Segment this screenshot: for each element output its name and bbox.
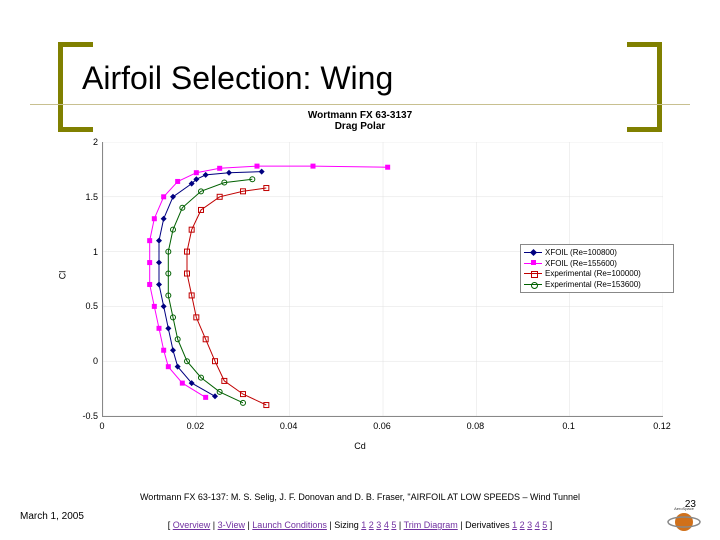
x-tick-label: 0.12 [653,421,671,431]
link-deriv-3[interactable]: 3 [527,520,532,530]
team-logo-icon: AeroSpace [666,506,702,534]
y-tick-label: 0 [72,356,98,366]
chart-title-line2: Drag Polar [335,121,386,132]
drag-polar-chart: Wortmann FX 63-3137 Drag Polar Cl Cd XFO… [40,110,680,455]
x-tick-label: 0.06 [373,421,391,431]
x-tick-label: 0.04 [280,421,298,431]
link-launch[interactable]: Launch Conditions [252,520,327,530]
y-tick-label: -0.5 [72,411,98,421]
x-tick-label: 0.08 [467,421,485,431]
legend-label: XFOIL (Re=100800) [545,248,617,258]
chart-title: Wortmann FX 63-3137 Drag Polar [40,110,680,132]
x-tick-label: 0.02 [187,421,205,431]
label-sizing: Sizing [334,520,359,530]
citation-text: Wortmann FX 63-137: M. S. Selig, J. F. D… [140,492,580,502]
link-sizing-4[interactable]: 4 [384,520,389,530]
y-tick-label: 1.5 [72,192,98,202]
legend-label: Experimental (Re=100000) [545,269,641,279]
y-tick-label: 0.5 [72,301,98,311]
link-sizing-1[interactable]: 1 [361,520,366,530]
x-tick-label: 0.1 [562,421,575,431]
slide-title: Airfoil Selection: Wing [82,60,393,97]
svg-text:AeroSpace: AeroSpace [674,506,695,511]
x-axis-label: Cd [354,441,366,451]
legend-label: XFOIL (Re=155600) [545,259,617,269]
legend-item: Experimental (Re=153600) [524,280,670,290]
legend-item: XFOIL (Re=100800) [524,248,670,258]
link-deriv-4[interactable]: 4 [535,520,540,530]
label-derivatives: Derivatives [465,520,510,530]
y-tick-label: 2 [72,137,98,147]
link-deriv-5[interactable]: 5 [542,520,547,530]
link-deriv-1[interactable]: 1 [512,520,517,530]
link-3view[interactable]: 3-View [218,520,245,530]
link-sizing-5[interactable]: 5 [391,520,396,530]
link-overview[interactable]: Overview [173,520,211,530]
legend-item: Experimental (Re=100000) [524,269,670,279]
chart-legend: XFOIL (Re=100800)XFOIL (Re=155600)Experi… [520,244,674,293]
link-trim[interactable]: Trim Diagram [404,520,458,530]
y-axis-label: Cl [57,271,67,280]
chart-title-line1: Wortmann FX 63-3137 [308,110,412,121]
link-sizing-2[interactable]: 2 [369,520,374,530]
legend-label: Experimental (Re=153600) [545,280,641,290]
legend-item: XFOIL (Re=155600) [524,259,670,269]
x-tick-label: 0 [99,421,104,431]
y-tick-label: 1 [72,247,98,257]
link-deriv-2[interactable]: 2 [520,520,525,530]
footer-date: March 1, 2005 [20,511,84,522]
footer-nav-links: [ Overview | 3-View | Launch Conditions … [168,520,553,530]
link-sizing-3[interactable]: 3 [376,520,381,530]
title-divider [30,104,690,105]
